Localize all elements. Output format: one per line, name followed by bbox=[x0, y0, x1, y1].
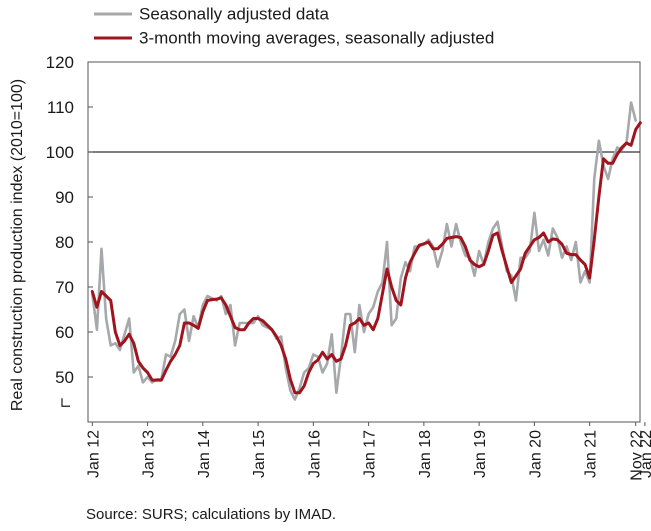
legend-label-moving-average: 3-month moving averages, seasonally adju… bbox=[139, 29, 494, 48]
series-line-moving-average bbox=[90, 121, 642, 395]
x-tick-label: Jan 21 bbox=[583, 430, 600, 478]
x-tick-label: Jan 13 bbox=[141, 430, 158, 478]
x-tick-label: Jan 14 bbox=[196, 430, 213, 478]
x-tick-label: Jan 15 bbox=[251, 430, 268, 478]
x-tick-label: Jan 12 bbox=[85, 430, 102, 478]
y-tick-label: 110 bbox=[47, 98, 74, 117]
x-tick-label: Jan 19 bbox=[472, 430, 489, 478]
axis-break-marker bbox=[61, 398, 70, 407]
legend: Seasonally adjusted data 3-month moving … bbox=[94, 5, 494, 48]
x-tick-label: Jan 20 bbox=[527, 430, 544, 478]
y-axis-label: Real construction production index (2010… bbox=[9, 79, 26, 411]
legend-label-seasonally-adjusted: Seasonally adjusted data bbox=[139, 5, 330, 24]
y-tick-label: 120 bbox=[46, 53, 74, 72]
y-tick-label: 50 bbox=[55, 368, 74, 387]
source-note: Source: SURS; calculations by IMAD. bbox=[86, 506, 337, 523]
series-line-seasonally-adjusted bbox=[91, 101, 638, 401]
y-tick-label: 80 bbox=[55, 233, 74, 252]
y-tick-label: 100 bbox=[46, 143, 74, 162]
x-tick-label: Jan 17 bbox=[362, 430, 379, 478]
x-tick-label: Nov 22 bbox=[629, 430, 646, 481]
x-tick-label: Jan 18 bbox=[417, 430, 434, 478]
y-tick-label: 60 bbox=[55, 323, 74, 342]
y-tick-label: 90 bbox=[55, 188, 74, 207]
plot-area: 50 60 70 80 90 100 110 120 Jan 12 Jan 13 Jan 14 Jan… bbox=[46, 53, 651, 481]
y-tick-label: 70 bbox=[55, 278, 74, 297]
x-tick-label: Jan 16 bbox=[306, 430, 323, 478]
x-tick-label: Jan 22 bbox=[638, 430, 651, 478]
